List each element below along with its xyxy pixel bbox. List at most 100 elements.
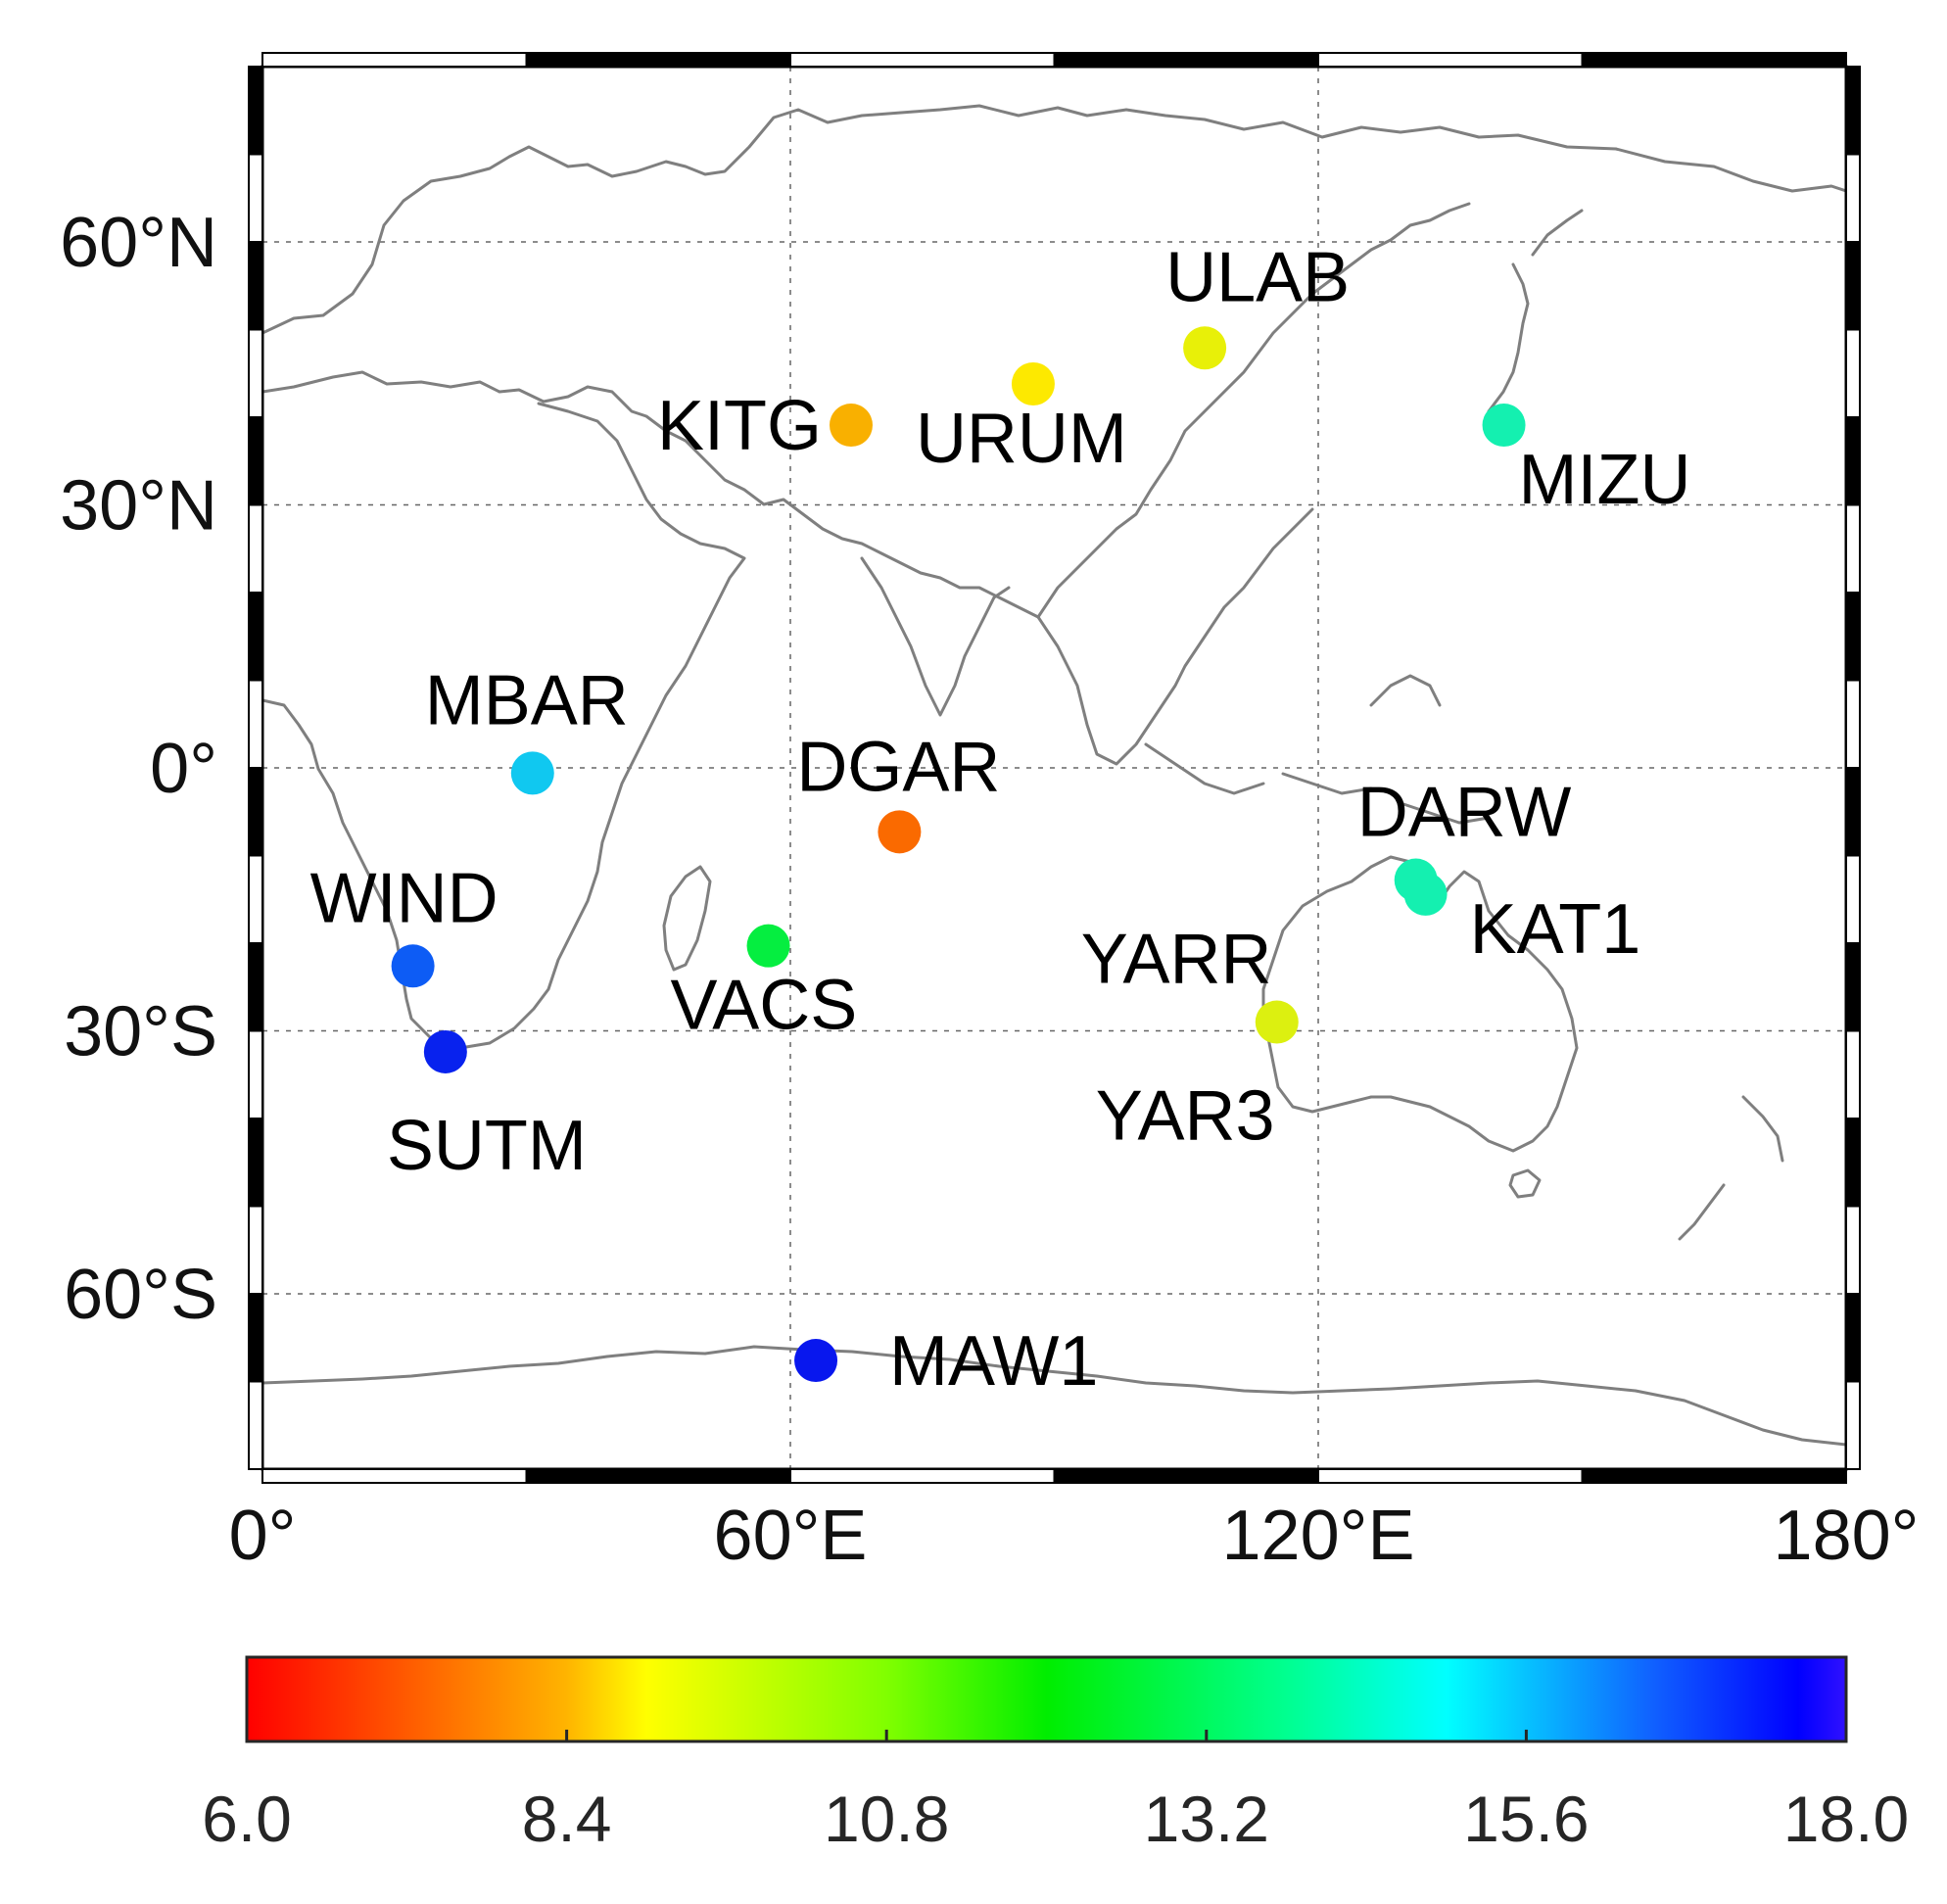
- frame-segment-bottom: [789, 1468, 1056, 1484]
- colorbar-tick-label: 6.0: [202, 1783, 292, 1855]
- colorbar-ticks: 6.0 8.4 10.8 13.2 15.6 18.0: [202, 1730, 1909, 1855]
- x-tick-label: 60°E: [714, 1497, 868, 1575]
- station-marker-kat1: [1403, 872, 1448, 916]
- colorbar-tick-label: 10.8: [824, 1783, 949, 1855]
- station-label-yar3: YAR3: [1096, 1077, 1275, 1156]
- station-marker-mbar: [510, 751, 554, 795]
- frame-segment-right: [1845, 942, 1861, 1032]
- coastlines: [262, 104, 1846, 1447]
- x-tick-label: 180°: [1774, 1497, 1920, 1575]
- frame-segment-left: [248, 416, 263, 506]
- frame-segment-right: [1845, 1118, 1861, 1208]
- frame-segment-right: [1845, 503, 1861, 594]
- colorbar-tick-label: 13.2: [1144, 1783, 1269, 1855]
- frame-segment-left: [248, 153, 263, 243]
- frame-segment-bottom: [261, 1468, 528, 1484]
- station-label-kat1: KAT1: [1470, 890, 1641, 969]
- y-tick-label: 60°S: [64, 1256, 217, 1334]
- station-label-sutm: SUTM: [387, 1107, 587, 1185]
- frame-segment-right: [1845, 328, 1861, 418]
- frame-segment-right: [1845, 1380, 1861, 1470]
- station-label-mbar: MBAR: [425, 661, 629, 739]
- station-marker-dgar: [878, 810, 922, 854]
- frame-segment-bottom: [1581, 1468, 1847, 1484]
- station-marker-mizu: [1482, 404, 1526, 448]
- station-marker-yarr: [1255, 1000, 1299, 1044]
- frame-segment-right: [1845, 1293, 1861, 1383]
- station-label-darw: DARW: [1357, 774, 1572, 852]
- coastline-new-zealand: [1678, 1095, 1784, 1241]
- frame-segment-left: [248, 1205, 263, 1295]
- map-frame-ticks: [248, 52, 1861, 1484]
- frame-segment-top: [1053, 52, 1319, 68]
- frame-segment-top: [525, 52, 791, 68]
- coastline-mediterranean: [262, 202, 1471, 619]
- frame-segment-top: [1317, 52, 1584, 68]
- coastline-japan: [1487, 209, 1584, 413]
- station-label-vacs: VACS: [671, 967, 858, 1045]
- frame-segment-right: [1845, 1205, 1861, 1295]
- colorbar: 6.0 8.4 10.8 13.2 15.6 18.0: [202, 1655, 1909, 1855]
- frame-segment-right: [1845, 241, 1861, 331]
- frame-segment-right: [1845, 767, 1861, 857]
- frame-segment-right: [1845, 1029, 1861, 1119]
- frame-segment-top: [261, 52, 528, 68]
- coastline-eurasia: [262, 104, 1846, 335]
- coastline-se-asia: [1036, 507, 1314, 766]
- y-tick-label: 60°N: [60, 204, 217, 282]
- graticule: [262, 67, 1846, 1469]
- frame-segment-left: [248, 66, 263, 156]
- y-tick-label: 30°N: [60, 467, 217, 546]
- station-label-maw1: MAW1: [889, 1322, 1098, 1401]
- station-label-mizu: MIZU: [1519, 441, 1691, 519]
- colorbar-tick-label: 15.6: [1463, 1783, 1589, 1855]
- coastline-tasmania: [1508, 1168, 1542, 1199]
- coastline-australia: [1261, 855, 1579, 1153]
- frame-segment-right: [1845, 679, 1861, 769]
- map-area: ULAB URUM KITG MIZU MBAR DGAR DARW KAT1 WIND VACS…: [248, 52, 1861, 1484]
- frame-segment-bottom: [1317, 1468, 1584, 1484]
- station-label-kitg: KITG: [657, 387, 822, 465]
- coastline-india: [860, 556, 1011, 717]
- frame-segment-right: [1845, 854, 1861, 944]
- coastline-madagascar: [662, 865, 712, 972]
- frame-segment-left: [248, 241, 263, 331]
- frame-segment-top: [1581, 52, 1847, 68]
- frame-segment-left: [248, 854, 263, 944]
- frame-segment-left: [248, 1029, 263, 1119]
- frame-segment-left: [248, 328, 263, 418]
- station-label-urum: URUM: [916, 400, 1127, 478]
- axis-labels: 0° 60°E 120°E 180° 60°N 30°N 0° 30°S 60°S: [60, 204, 1919, 1575]
- colorbar-gradient: [245, 1655, 1848, 1743]
- colorbar-tick-label: 8.4: [522, 1783, 612, 1855]
- stations-layer: ULAB URUM KITG MIZU MBAR DGAR DARW KAT1 WIND VACS…: [310, 238, 1691, 1401]
- station-marker-urum: [1011, 361, 1055, 405]
- coastline-indonesia: [1144, 674, 1491, 825]
- coastline-antarctica: [262, 1345, 1846, 1447]
- x-tick-label: 0°: [229, 1497, 297, 1575]
- station-label-dgar: DGAR: [796, 728, 1000, 806]
- frame-segment-left: [248, 1380, 263, 1470]
- x-tick-label: 120°E: [1222, 1497, 1415, 1575]
- y-tick-label: 0°: [150, 730, 217, 808]
- station-label-yarr: YARR: [1081, 921, 1272, 999]
- frame-segment-left: [248, 1293, 263, 1383]
- frame-segment-right: [1845, 592, 1861, 682]
- station-marker-maw1: [794, 1339, 838, 1383]
- frame-segment-right: [1845, 153, 1861, 243]
- frame-segment-top: [789, 52, 1056, 68]
- station-marker-wind: [391, 944, 435, 988]
- frame-segment-right: [1845, 66, 1861, 156]
- colorbar-tick-label: 18.0: [1783, 1783, 1909, 1855]
- frame-segment-bottom: [1053, 1468, 1319, 1484]
- frame-segment-bottom: [525, 1468, 791, 1484]
- station-marker-sutm: [423, 1029, 467, 1073]
- station-marker-vacs: [746, 924, 790, 968]
- station-label-ulab: ULAB: [1165, 238, 1350, 316]
- frame-segment-left: [248, 767, 263, 857]
- coastline-africa: [262, 402, 746, 1050]
- station-marker-ulab: [1183, 326, 1227, 370]
- station-marker-kitg: [829, 404, 873, 448]
- frame-segment-left: [248, 503, 263, 594]
